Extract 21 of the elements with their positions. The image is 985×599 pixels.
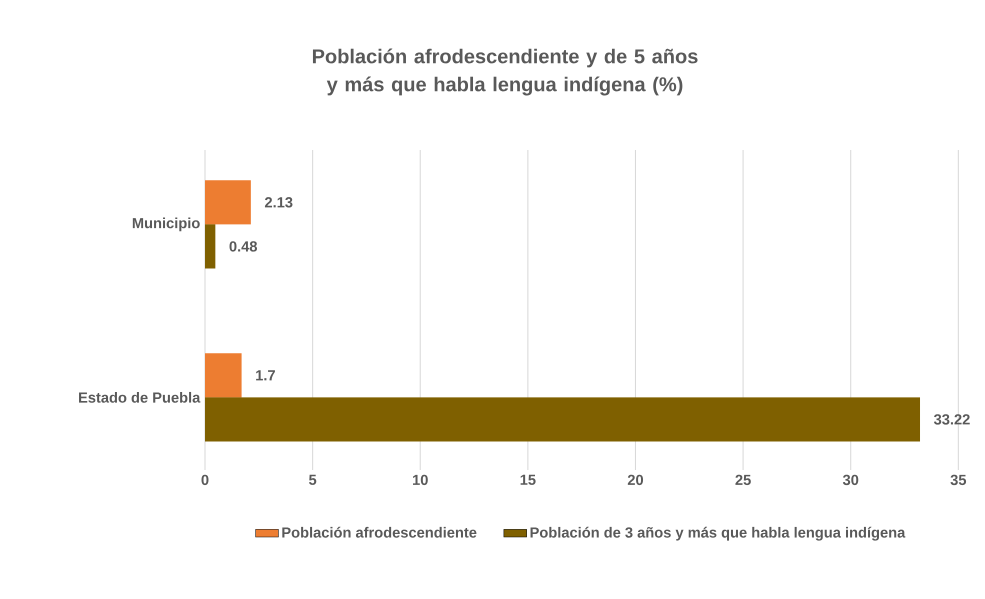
y-tick-label: Municipio bbox=[132, 218, 200, 232]
bar bbox=[205, 224, 216, 268]
bar bbox=[205, 353, 242, 398]
chart-title: Población afrodescendiente y de 5 años y más que habla lengua indígena (%) bbox=[312, 48, 698, 96]
data-label: 33.22 bbox=[934, 414, 970, 425]
x-tick-label: 0 bbox=[202, 474, 208, 486]
x-tick-label: 35 bbox=[950, 474, 966, 486]
legend-label: Población afrodescendiente bbox=[282, 526, 476, 538]
x-tick-label: 10 bbox=[413, 474, 428, 486]
data-label: 2.13 bbox=[264, 197, 292, 208]
bar bbox=[205, 397, 920, 442]
data-label: 0.48 bbox=[230, 241, 258, 252]
x-tick-label: 15 bbox=[520, 474, 536, 485]
x-tick-label: 20 bbox=[628, 474, 644, 486]
x-tick-label: 25 bbox=[735, 474, 751, 486]
x-tick-label: 30 bbox=[842, 474, 858, 486]
legend-label: Población de 3 años y más que habla lengua indígena bbox=[530, 526, 906, 541]
data-label: 1.7 bbox=[256, 370, 275, 380]
y-tick-label: Estado de Puebla bbox=[79, 392, 200, 403]
x-tick-label: 5 bbox=[309, 474, 316, 485]
bar bbox=[205, 180, 251, 224]
